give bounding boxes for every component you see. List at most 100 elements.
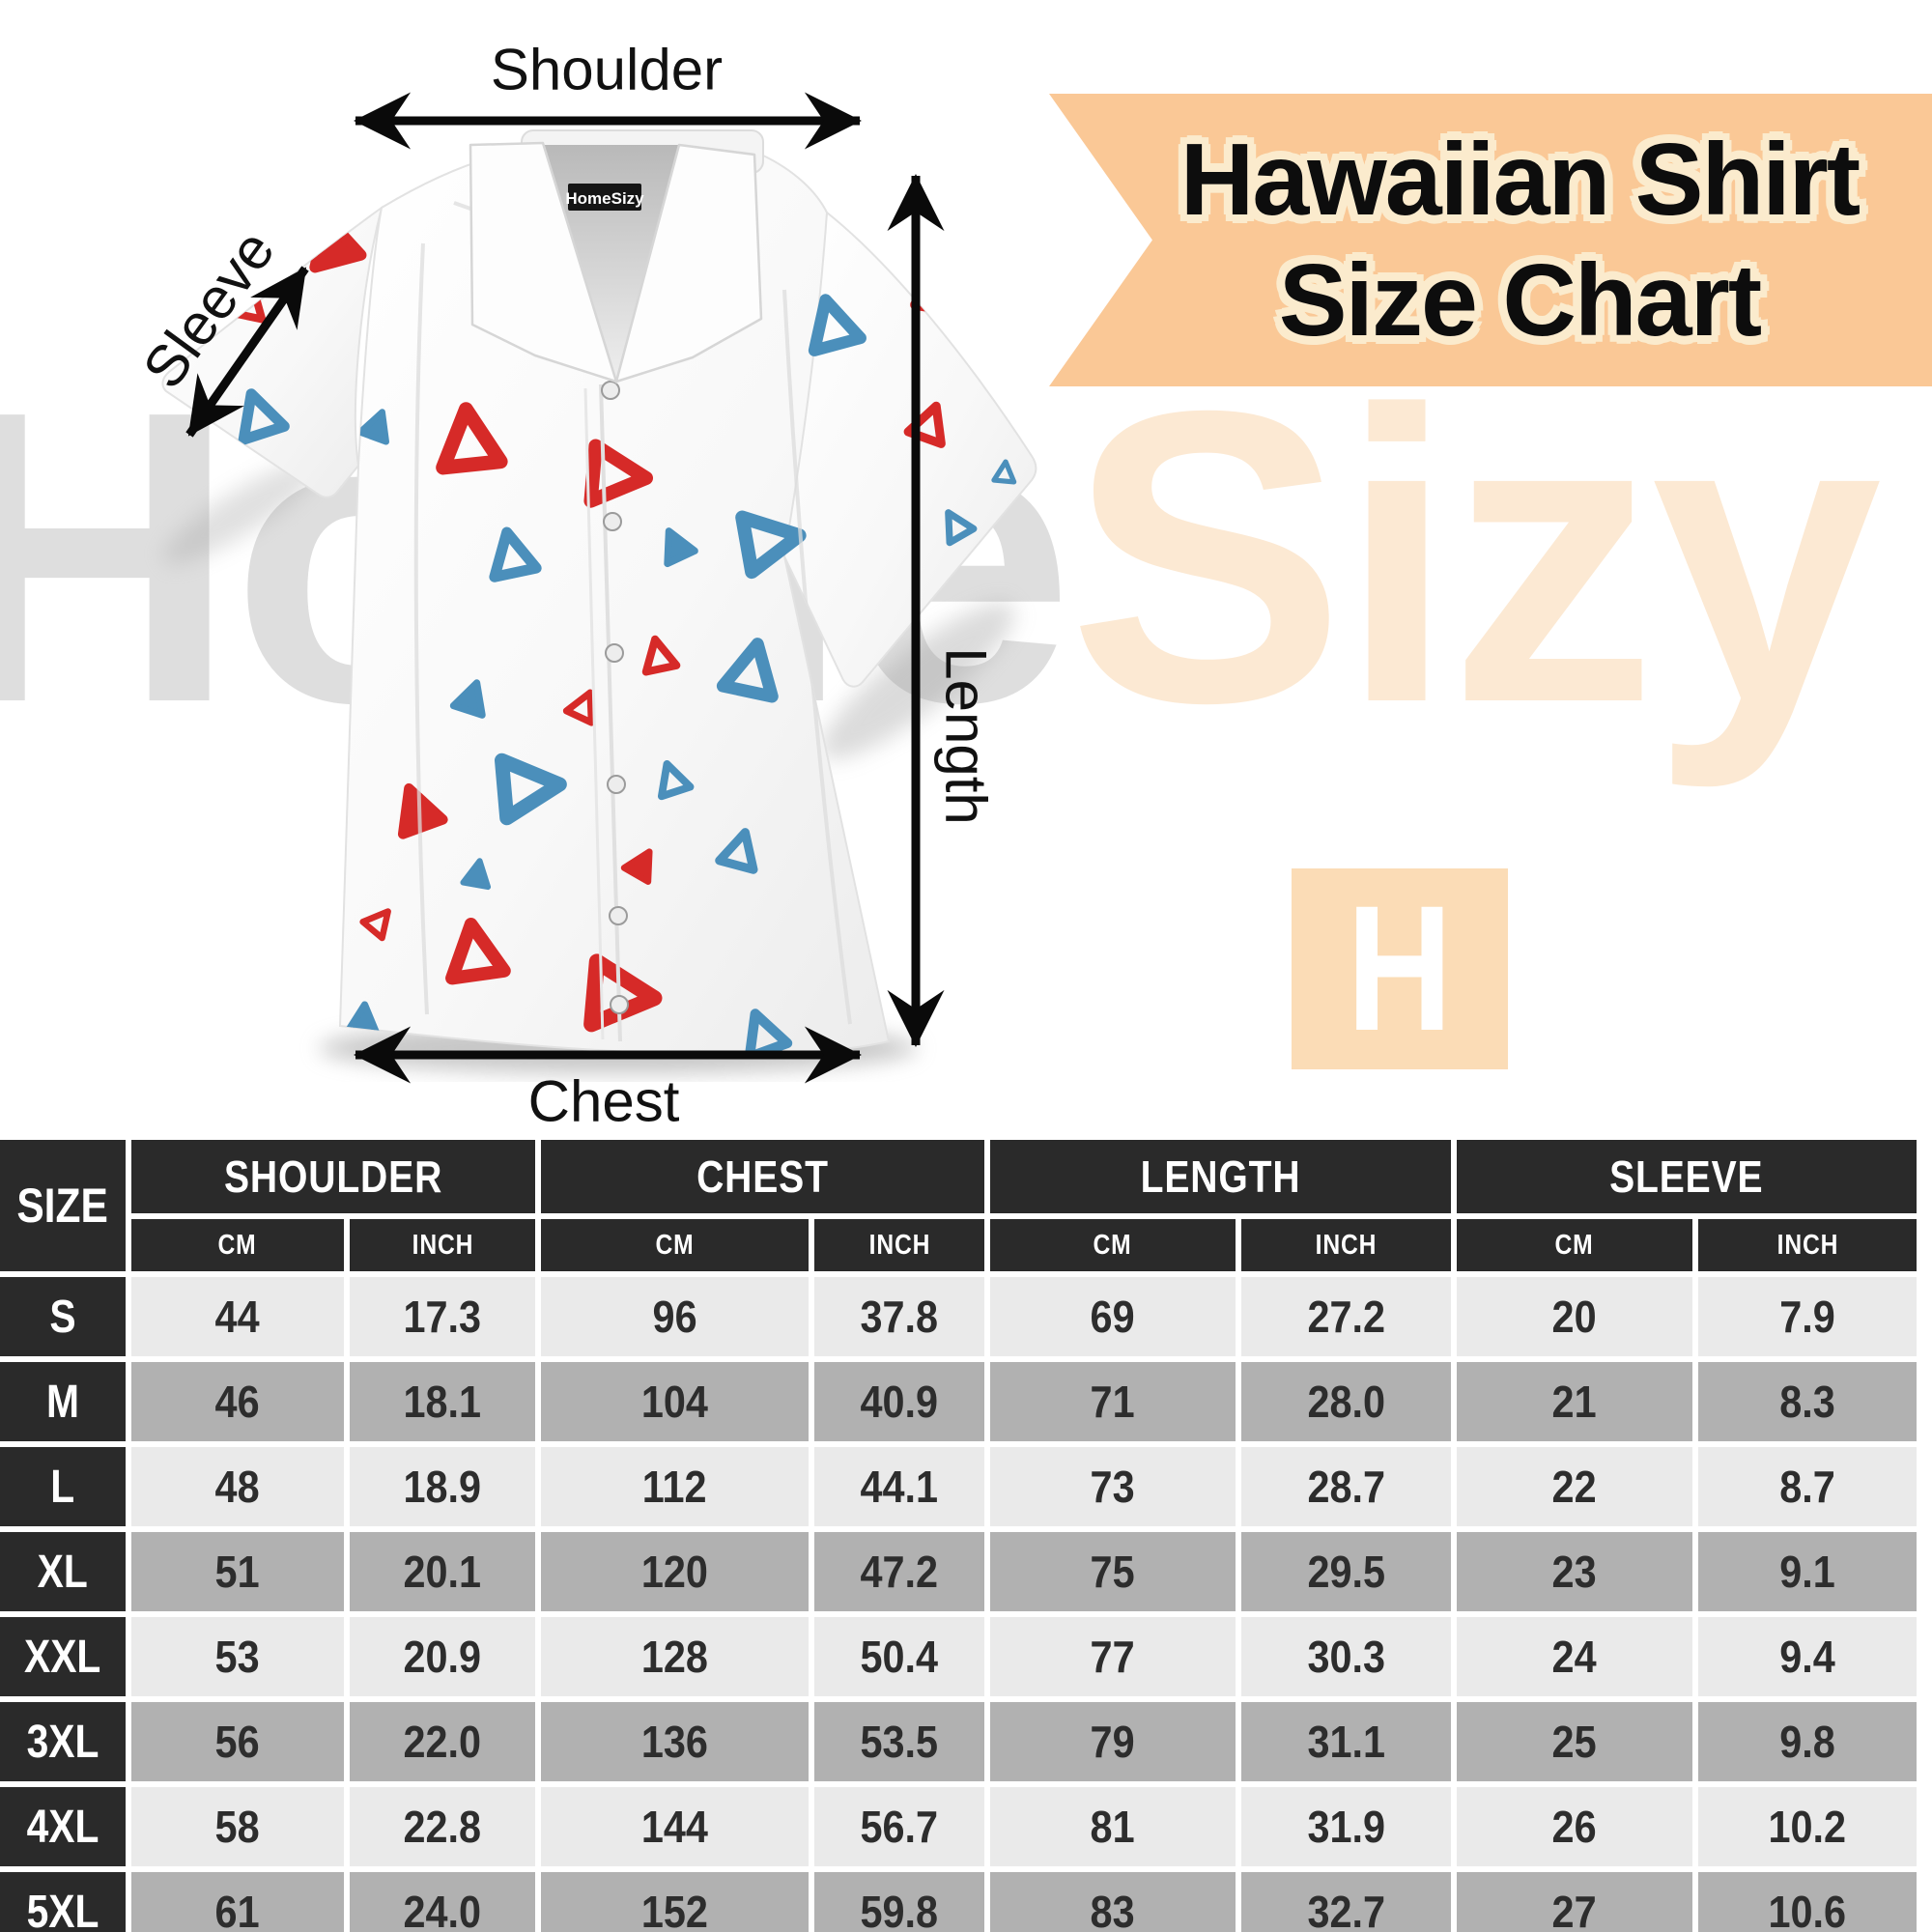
- group-header-shoulder-text: SHOULDER: [223, 1151, 443, 1202]
- table-cell: 9.4: [1698, 1617, 1917, 1696]
- table-cell-text: 18.1: [403, 1377, 482, 1427]
- unit-header-inch-text: INCH: [1315, 1229, 1378, 1261]
- table-cell: 152: [541, 1872, 809, 1932]
- table-cell: 28.7: [1241, 1447, 1451, 1526]
- table-cell: 75: [990, 1532, 1236, 1611]
- table-cell: 77: [990, 1617, 1236, 1696]
- table-cell: 58: [131, 1787, 344, 1866]
- size-cell-l-text: L: [50, 1461, 75, 1513]
- unit-header-cm: CM: [1457, 1219, 1692, 1271]
- table-cell: 120: [541, 1532, 809, 1611]
- table-cell-text: 21: [1551, 1377, 1598, 1427]
- size-cell-s-text: S: [49, 1291, 76, 1343]
- table-cell: 79: [990, 1702, 1236, 1781]
- size-cell-5xl-text: 5XL: [26, 1886, 99, 1932]
- table-cell: 144: [541, 1787, 809, 1866]
- table-cell-text: 56: [214, 1717, 261, 1767]
- table-cell: 96: [541, 1277, 809, 1356]
- table-cell: 22.8: [350, 1787, 535, 1866]
- table-cell-text: 31.9: [1307, 1802, 1385, 1852]
- table-cell-text: 37.8: [860, 1292, 939, 1342]
- table-cell: 29.5: [1241, 1532, 1451, 1611]
- table-cell-text: 120: [640, 1547, 709, 1597]
- group-header-chest: CHEST: [541, 1140, 984, 1213]
- table-cell: 44.1: [814, 1447, 984, 1526]
- table-cell: 9.1: [1698, 1532, 1917, 1611]
- size-cell-4xl-text: 4XL: [26, 1801, 99, 1853]
- size-cell-xl: XL: [0, 1532, 126, 1611]
- table-cell: 50.4: [814, 1617, 984, 1696]
- table-cell: 22.0: [350, 1702, 535, 1781]
- table-cell: 31.9: [1241, 1787, 1451, 1866]
- table-cell: 69: [990, 1277, 1236, 1356]
- size-cell-3xl: 3XL: [0, 1702, 126, 1781]
- table-cell-text: 7.9: [1779, 1292, 1835, 1342]
- table-cell: 37.8: [814, 1277, 984, 1356]
- table-cell: 104: [541, 1362, 809, 1441]
- size-cell-xxl: XXL: [0, 1617, 126, 1696]
- table-cell-text: 32.7: [1307, 1887, 1385, 1932]
- unit-header-cm-text: CM: [1093, 1229, 1133, 1261]
- table-cell-text: 144: [640, 1802, 709, 1852]
- table-cell-text: 53: [214, 1632, 261, 1682]
- table-cell: 27: [1457, 1872, 1692, 1932]
- table-cell-text: 61: [214, 1887, 261, 1932]
- title-banner: Hawaiian Shirt Size Chart: [1049, 94, 1932, 386]
- table-cell: 28.0: [1241, 1362, 1451, 1441]
- table-cell: 128: [541, 1617, 809, 1696]
- table-cell: 18.1: [350, 1362, 535, 1441]
- table-cell: 24.0: [350, 1872, 535, 1932]
- table-cell-text: 9.1: [1779, 1547, 1835, 1597]
- table-cell-text: 25: [1551, 1717, 1598, 1767]
- table-cell: 22: [1457, 1447, 1692, 1526]
- table-cell-text: 9.8: [1779, 1717, 1835, 1767]
- size-cell-3xl-text: 3XL: [26, 1716, 99, 1768]
- table-cell: 18.9: [350, 1447, 535, 1526]
- unit-header-inch: INCH: [350, 1219, 535, 1271]
- table-cell: 7.9: [1698, 1277, 1917, 1356]
- table-cell-text: 53.5: [860, 1717, 939, 1767]
- unit-header-cm-text: CM: [655, 1229, 695, 1261]
- table-cell-text: 8.7: [1779, 1462, 1835, 1512]
- table-cell-text: 20.1: [403, 1547, 482, 1597]
- unit-header-cm: CM: [990, 1219, 1236, 1271]
- table-cell-text: 24: [1551, 1632, 1598, 1682]
- table-cell-text: 48: [214, 1462, 261, 1512]
- table-cell: 40.9: [814, 1362, 984, 1441]
- table-cell-text: 17.3: [403, 1292, 482, 1342]
- table-cell-text: 29.5: [1307, 1547, 1385, 1597]
- table-cell: 56: [131, 1702, 344, 1781]
- table-cell: 27.2: [1241, 1277, 1451, 1356]
- table-cell: 48: [131, 1447, 344, 1526]
- table-cell-text: 96: [652, 1292, 697, 1342]
- table-cell-text: 9.4: [1779, 1632, 1835, 1682]
- table-cell: 25: [1457, 1702, 1692, 1781]
- table-cell: 9.8: [1698, 1702, 1917, 1781]
- table-cell-text: 24.0: [403, 1887, 482, 1932]
- brand-label-text: HomeSizy: [565, 189, 644, 208]
- size-column-header-text: SIZE: [16, 1179, 109, 1233]
- buttons: [601, 381, 629, 1014]
- unit-header-cm-text: CM: [1554, 1229, 1595, 1261]
- table-cell-text: 136: [640, 1717, 709, 1767]
- table-cell: 61: [131, 1872, 344, 1932]
- table-cell-text: 27.2: [1307, 1292, 1385, 1342]
- table-cell: 8.3: [1698, 1362, 1917, 1441]
- table-cell-text: 47.2: [860, 1547, 939, 1597]
- table-cell-text: 28.7: [1307, 1462, 1385, 1512]
- table-cell: 21: [1457, 1362, 1692, 1441]
- table-cell-text: 8.3: [1779, 1377, 1835, 1427]
- table-cell: 73: [990, 1447, 1236, 1526]
- group-header-length-text: LENGTH: [1140, 1151, 1301, 1202]
- unit-header-inch-text: INCH: [1776, 1229, 1838, 1261]
- title-line1: Hawaiian Shirt: [1179, 123, 1861, 238]
- size-cell-5xl: 5XL: [0, 1872, 126, 1932]
- table-cell-text: 79: [1090, 1717, 1136, 1767]
- watermark-sizy-text: Sizy: [1067, 326, 1882, 789]
- table-cell-text: 50.4: [860, 1632, 939, 1682]
- table-cell: 24: [1457, 1617, 1692, 1696]
- size-cell-m: M: [0, 1362, 126, 1441]
- table-cell: 20: [1457, 1277, 1692, 1356]
- table-cell: 56.7: [814, 1787, 984, 1866]
